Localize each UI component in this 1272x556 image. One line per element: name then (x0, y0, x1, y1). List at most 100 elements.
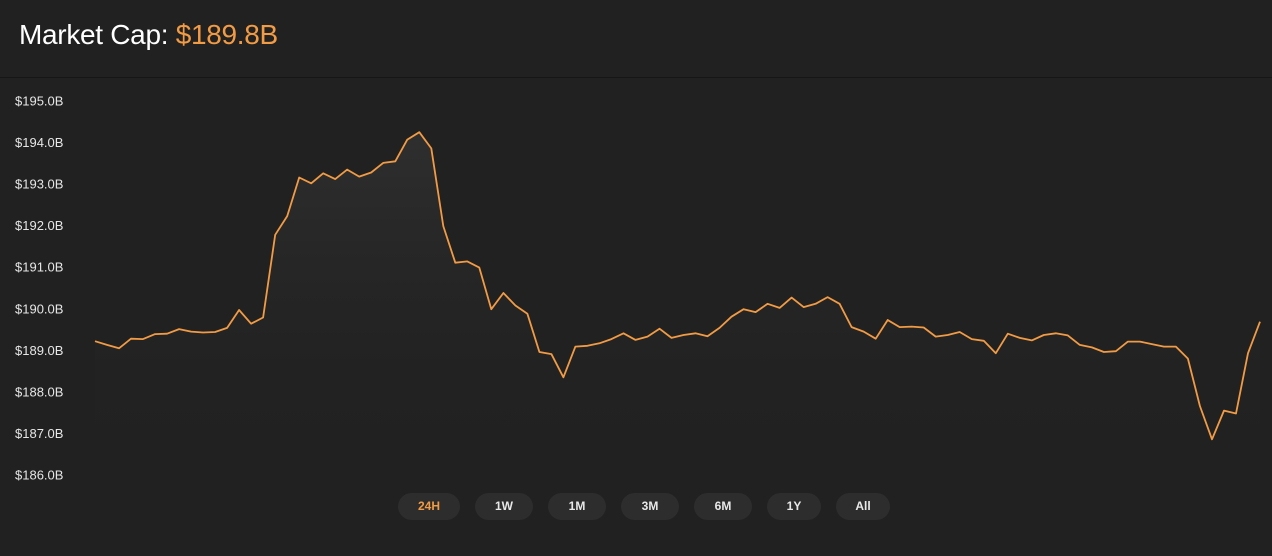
data-point[interactable] (813, 301, 819, 307)
data-point[interactable] (188, 329, 194, 335)
data-point[interactable] (536, 349, 542, 355)
data-point[interactable] (633, 337, 639, 343)
data-point[interactable] (476, 265, 482, 271)
data-point[interactable] (1173, 344, 1179, 350)
data-point[interactable] (885, 317, 891, 323)
data-point[interactable] (1161, 344, 1167, 350)
data-point[interactable] (272, 232, 278, 238)
data-point[interactable] (152, 331, 158, 337)
data-point[interactable] (1101, 349, 1107, 355)
data-point[interactable] (416, 129, 422, 135)
data-point[interactable] (981, 338, 987, 344)
data-point[interactable] (368, 170, 374, 176)
range-button-24h[interactable]: 24H (398, 493, 460, 520)
data-point[interactable] (957, 329, 963, 335)
data-point[interactable] (921, 325, 927, 331)
data-point[interactable] (452, 260, 458, 266)
range-button-6m[interactable]: 6M (694, 493, 752, 520)
data-point[interactable] (512, 303, 518, 309)
data-point[interactable] (596, 340, 602, 346)
data-point[interactable] (837, 301, 843, 307)
data-point[interactable] (332, 176, 338, 182)
data-point[interactable] (849, 324, 855, 330)
data-point[interactable] (861, 329, 867, 335)
data-point[interactable] (116, 345, 122, 351)
data-point[interactable] (741, 306, 747, 312)
data-point[interactable] (1137, 339, 1143, 345)
data-point[interactable] (897, 324, 903, 330)
data-point[interactable] (1065, 332, 1071, 338)
data-point[interactable] (164, 331, 170, 337)
data-point[interactable] (1077, 342, 1083, 348)
data-point[interactable] (645, 334, 651, 340)
data-point[interactable] (765, 301, 771, 307)
range-button-3m[interactable]: 3M (621, 493, 679, 520)
range-button-1y[interactable]: 1Y (767, 493, 821, 520)
data-point[interactable] (356, 174, 362, 180)
data-point[interactable] (392, 158, 398, 164)
data-point[interactable] (753, 309, 759, 315)
data-point[interactable] (320, 170, 326, 176)
data-point[interactable] (657, 326, 663, 332)
data-point[interactable] (308, 180, 314, 186)
data-point[interactable] (92, 338, 98, 344)
data-point[interactable] (873, 336, 879, 342)
data-point[interactable] (717, 325, 723, 331)
data-point[interactable] (224, 325, 230, 331)
data-point[interactable] (584, 343, 590, 349)
data-point[interactable] (993, 350, 999, 356)
data-point[interactable] (1221, 408, 1227, 414)
data-point[interactable] (404, 137, 410, 143)
data-point[interactable] (1245, 350, 1251, 356)
data-point[interactable] (608, 336, 614, 342)
data-point[interactable] (909, 324, 915, 330)
data-point[interactable] (104, 342, 110, 348)
data-point[interactable] (1029, 337, 1035, 343)
data-point[interactable] (1209, 436, 1215, 442)
data-point[interactable] (789, 295, 795, 301)
data-point[interactable] (693, 330, 699, 336)
data-point[interactable] (669, 335, 675, 341)
data-point[interactable] (296, 175, 302, 181)
data-point[interactable] (248, 321, 254, 327)
range-button-all[interactable]: All (836, 493, 890, 520)
data-point[interactable] (777, 305, 783, 311)
data-point[interactable] (1257, 319, 1263, 325)
data-point[interactable] (1125, 339, 1131, 345)
range-button-1w[interactable]: 1W (475, 493, 533, 520)
data-point[interactable] (1185, 356, 1191, 362)
data-point[interactable] (1005, 331, 1011, 337)
data-point[interactable] (380, 160, 386, 166)
data-point[interactable] (548, 351, 554, 357)
data-point[interactable] (1197, 403, 1203, 409)
data-point[interactable] (428, 145, 434, 151)
data-point[interactable] (464, 258, 470, 264)
data-point[interactable] (176, 326, 182, 332)
data-point[interactable] (212, 329, 218, 335)
data-point[interactable] (681, 332, 687, 338)
data-point[interactable] (128, 336, 134, 342)
range-button-1m[interactable]: 1M (548, 493, 606, 520)
data-point[interactable] (801, 304, 807, 310)
data-point[interactable] (524, 311, 530, 317)
data-point[interactable] (344, 167, 350, 173)
data-point[interactable] (1149, 341, 1155, 347)
data-point[interactable] (1089, 344, 1095, 350)
data-point[interactable] (621, 330, 627, 336)
data-point[interactable] (284, 213, 290, 219)
data-point[interactable] (260, 315, 266, 321)
data-point[interactable] (933, 334, 939, 340)
data-point[interactable] (1017, 335, 1023, 341)
data-point[interactable] (945, 332, 951, 338)
data-point[interactable] (500, 290, 506, 296)
data-point[interactable] (140, 336, 146, 342)
data-point[interactable] (1233, 411, 1239, 417)
data-point[interactable] (200, 330, 206, 336)
data-point[interactable] (1113, 348, 1119, 354)
data-point[interactable] (572, 344, 578, 350)
data-point[interactable] (560, 374, 566, 380)
data-point[interactable] (705, 333, 711, 339)
data-point[interactable] (969, 336, 975, 342)
data-point[interactable] (729, 314, 735, 320)
data-point[interactable] (825, 294, 831, 300)
